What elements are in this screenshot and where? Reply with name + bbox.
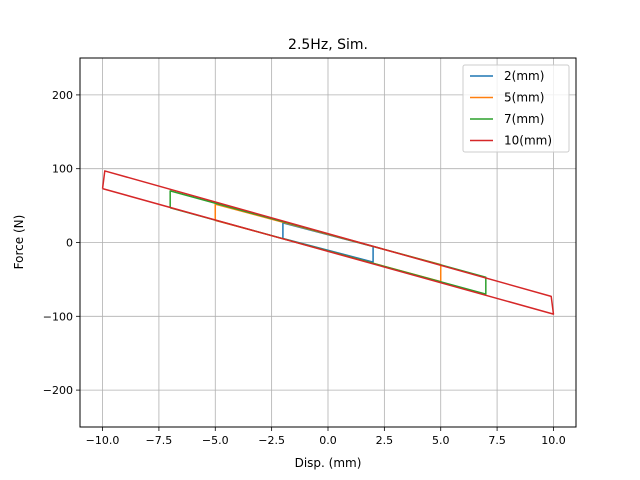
x-tick-label: 5.0 [432, 434, 450, 447]
legend-label: 7(mm) [504, 112, 544, 126]
legend: 2(mm) 5(mm) 7(mm) 10(mm) [462, 64, 570, 153]
legend-label: 2(mm) [504, 69, 544, 83]
x-tick-label: 0.0 [319, 434, 337, 447]
y-tick-label: −200 [43, 384, 73, 397]
y-tick-label: 0 [66, 237, 73, 250]
x-tick-label: −2.5 [258, 434, 285, 447]
series-line [101, 170, 555, 315]
y-tick-label: 100 [52, 163, 73, 176]
x-tick-label: 7.5 [488, 434, 506, 447]
legend-label: 5(mm) [504, 91, 544, 105]
x-tick-label: −7.5 [146, 434, 173, 447]
y-tick-label: 200 [52, 89, 73, 102]
legend-label: 10(mm) [504, 134, 552, 148]
x-tick-label: −5.0 [202, 434, 229, 447]
series-layer [101, 170, 555, 315]
x-axis-label: Disp. (mm) [295, 456, 362, 470]
x-tick-label: 10.0 [541, 434, 566, 447]
x-tick-label: 2.5 [376, 434, 394, 447]
legend-box [462, 64, 570, 153]
ticks: −10.0 −7.5 −5.0 −2.5 0.0 2.5 5.0 7.5 10.0 −200 −10… [43, 89, 566, 447]
y-axis-label: Force (N) [12, 215, 26, 270]
chart-title: 2.5Hz, Sim. [288, 37, 368, 53]
y-tick-label: −100 [43, 310, 73, 323]
x-tick-label: −10.0 [86, 434, 120, 447]
